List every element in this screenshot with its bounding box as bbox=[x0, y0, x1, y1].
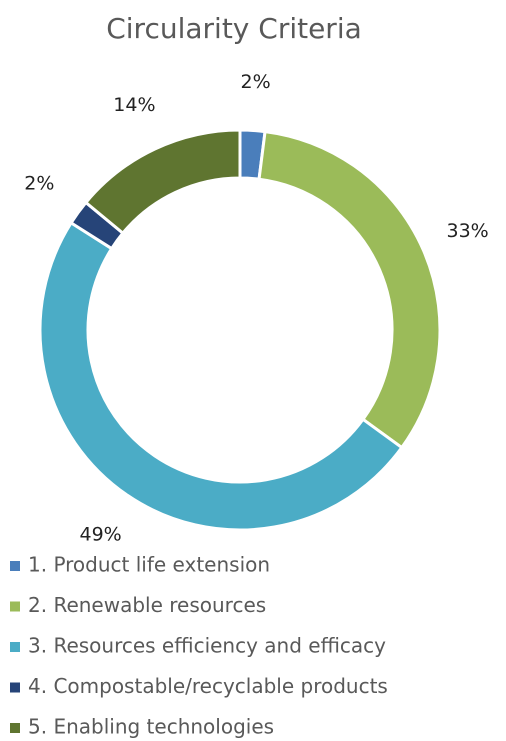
legend-label: 2. Renewable resources bbox=[28, 593, 266, 617]
donut-slice bbox=[38, 220, 404, 532]
data-label: 14% bbox=[113, 94, 155, 116]
legend-swatch bbox=[10, 723, 20, 733]
legend-label: 5. Enabling technologies bbox=[28, 715, 274, 739]
legend-swatch bbox=[10, 642, 20, 652]
legend-swatch bbox=[10, 601, 20, 612]
data-label: 49% bbox=[79, 524, 121, 546]
chart-title: Circularity Criteria bbox=[106, 12, 362, 45]
donut-slice bbox=[257, 129, 442, 450]
donut-slice bbox=[83, 128, 242, 236]
legend-swatch bbox=[10, 561, 20, 571]
data-label: 33% bbox=[446, 220, 488, 242]
legend-swatch bbox=[10, 682, 20, 693]
legend-label: 1. Product life extension bbox=[28, 553, 270, 577]
data-label: 2% bbox=[24, 173, 54, 195]
legend-label: 3. Resources efficiency and efficacy bbox=[28, 634, 386, 658]
data-label: 2% bbox=[240, 71, 270, 93]
legend-label: 4. Compostable/recyclable products bbox=[28, 674, 388, 698]
